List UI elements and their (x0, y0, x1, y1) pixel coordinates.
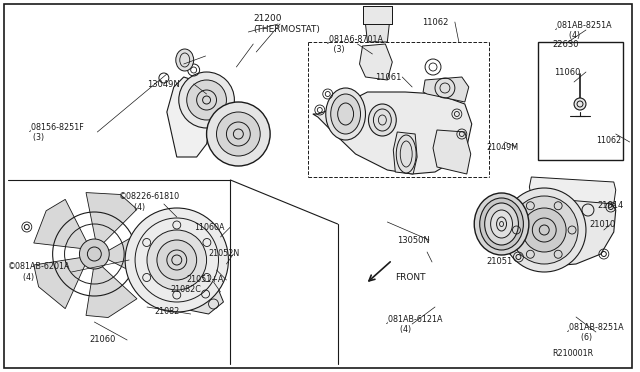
Polygon shape (34, 257, 88, 309)
Text: 21082: 21082 (154, 308, 179, 317)
Circle shape (574, 98, 586, 110)
Circle shape (522, 208, 566, 252)
Polygon shape (360, 44, 392, 80)
Text: 21014: 21014 (598, 201, 624, 209)
Polygon shape (167, 77, 211, 157)
Polygon shape (502, 210, 534, 264)
Text: ©08226-61810
      (4): ©08226-61810 (4) (119, 192, 180, 212)
Circle shape (157, 240, 196, 280)
Polygon shape (313, 92, 472, 174)
Circle shape (179, 72, 234, 128)
Ellipse shape (474, 193, 529, 255)
Bar (362, 6, 392, 24)
Text: 21082C: 21082C (171, 285, 202, 295)
Ellipse shape (369, 104, 396, 136)
Text: 11062: 11062 (596, 135, 621, 144)
Text: 21052N: 21052N (209, 250, 240, 259)
Text: 21049M: 21049M (486, 142, 519, 151)
Polygon shape (394, 132, 417, 174)
Text: ¸081A6-8701A
   (3): ¸081A6-8701A (3) (326, 34, 384, 54)
Text: 21010: 21010 (589, 219, 616, 228)
Ellipse shape (484, 203, 518, 245)
Polygon shape (34, 199, 90, 249)
Ellipse shape (480, 198, 524, 250)
Text: 21051: 21051 (486, 257, 513, 266)
Text: 22630: 22630 (552, 39, 579, 48)
Text: ¸08156-8251F
  (3): ¸08156-8251F (3) (28, 122, 84, 142)
Ellipse shape (176, 49, 194, 71)
Text: 11060: 11060 (554, 67, 580, 77)
Circle shape (502, 188, 586, 272)
Polygon shape (433, 130, 471, 174)
Text: ¸081AB-8251A
      (4): ¸081AB-8251A (4) (554, 20, 613, 40)
Ellipse shape (331, 94, 360, 134)
Polygon shape (502, 190, 616, 266)
Ellipse shape (491, 210, 513, 238)
Ellipse shape (326, 88, 365, 140)
Text: FRONT: FRONT (396, 273, 426, 282)
Ellipse shape (396, 135, 416, 173)
Text: 11062: 11062 (422, 17, 449, 26)
Text: 13049N: 13049N (147, 80, 180, 89)
Text: 11061: 11061 (376, 73, 402, 81)
Text: R210001R: R210001R (552, 350, 593, 359)
Circle shape (207, 102, 270, 166)
Text: ¸081AB-6121A
      (4): ¸081AB-6121A (4) (385, 314, 444, 334)
Bar (362, 6, 392, 24)
Polygon shape (102, 227, 159, 281)
Polygon shape (86, 262, 137, 318)
Text: 21200
(THERMOSTAT): 21200 (THERMOSTAT) (253, 14, 320, 34)
Text: 21060: 21060 (90, 336, 116, 344)
Circle shape (147, 230, 207, 290)
Text: 13050N: 13050N (397, 235, 430, 244)
Circle shape (79, 239, 109, 269)
Polygon shape (86, 193, 137, 247)
Circle shape (511, 196, 578, 264)
Polygon shape (365, 22, 389, 42)
Polygon shape (187, 290, 223, 314)
Circle shape (216, 112, 260, 156)
Polygon shape (529, 177, 616, 204)
Circle shape (187, 80, 227, 120)
Text: 11060A: 11060A (194, 222, 224, 231)
Bar (538, 42, 623, 160)
Text: 21051+A: 21051+A (187, 276, 224, 285)
Text: ©081AB-6201A
      (4): ©081AB-6201A (4) (8, 262, 70, 282)
Circle shape (125, 208, 228, 312)
Polygon shape (423, 77, 468, 102)
Text: ¸081AB-8251A
      (6): ¸081AB-8251A (6) (566, 322, 625, 342)
